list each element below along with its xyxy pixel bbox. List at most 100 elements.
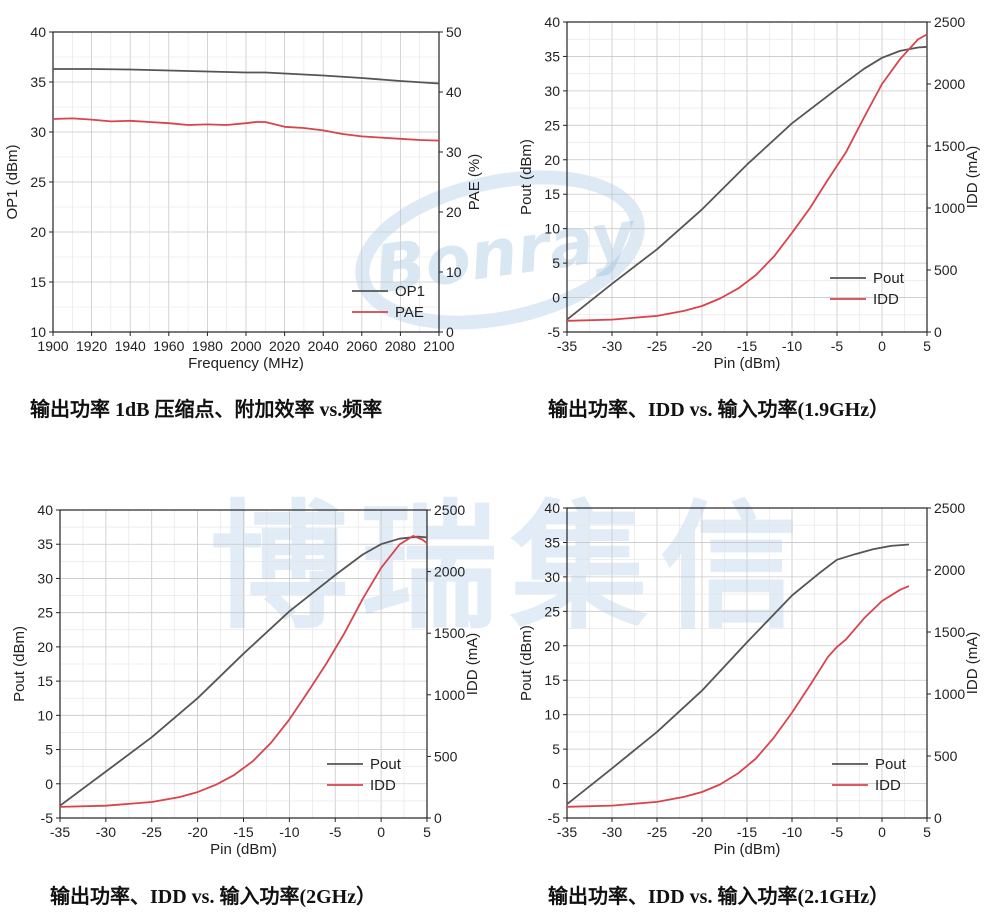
x-tick-label: 0 bbox=[878, 338, 886, 354]
chart-panel-3: -35 -30 -25 -20 -15 -10 -5 0 5-50510152025303540… bbox=[518, 500, 981, 858]
y2-tick-label: 1000 bbox=[934, 686, 965, 702]
chart-caption-1p9ghz: 输出功率、IDD vs. 输入功率(1.9GHz） bbox=[548, 399, 890, 421]
x-tick-label: -25 bbox=[647, 338, 667, 354]
legend-label-idd: IDD bbox=[875, 777, 901, 794]
x-tick-label: -20 bbox=[692, 338, 712, 354]
y-tick-label: 20 bbox=[30, 224, 46, 240]
y-axis-title: OP1 (dBm) bbox=[4, 144, 21, 219]
y2-tick-label: 2000 bbox=[934, 76, 965, 92]
y-tick-label: 30 bbox=[37, 570, 53, 586]
series-line-pae bbox=[52, 117, 440, 142]
y-tick-label: 0 bbox=[552, 290, 560, 306]
legend-label-pae: PAE bbox=[395, 304, 424, 321]
y2-tick-label: 500 bbox=[934, 748, 958, 764]
x-tick-label: -30 bbox=[602, 824, 622, 840]
y-tick-label: 10 bbox=[30, 324, 46, 340]
y-tick-label: 30 bbox=[544, 83, 560, 99]
x-tick-label: -15 bbox=[737, 824, 757, 840]
y2-axis-title: PAE (%) bbox=[466, 154, 483, 210]
legend: OP1 PAE bbox=[352, 283, 425, 321]
y-tick-label: 15 bbox=[544, 186, 560, 202]
y2-tick-label: 0 bbox=[934, 324, 942, 340]
x-tick-label: 1960 bbox=[153, 338, 184, 354]
y-tick-label: 30 bbox=[30, 124, 46, 140]
x-tick-label: 1940 bbox=[115, 338, 146, 354]
x-tick-label: -30 bbox=[602, 338, 622, 354]
x-axis-title: Pin (dBm) bbox=[210, 841, 277, 858]
y2-tick-label: 0 bbox=[934, 810, 942, 826]
series-line-pout bbox=[566, 543, 910, 805]
x-tick-label: -20 bbox=[692, 824, 712, 840]
y2-axis-title: IDD (mA) bbox=[964, 632, 981, 695]
legend-label-pout: Pout bbox=[875, 756, 907, 773]
legend-label-pout: Pout bbox=[873, 270, 905, 287]
y-tick-label: 40 bbox=[30, 24, 46, 40]
y-tick-label: 5 bbox=[552, 255, 560, 271]
y-tick-label: 15 bbox=[37, 673, 53, 689]
y-tick-label: 30 bbox=[544, 569, 560, 585]
x-tick-label: -5 bbox=[329, 824, 342, 840]
y2-tick-label: 500 bbox=[934, 262, 958, 278]
x-tick-label: 1900 bbox=[37, 338, 68, 354]
y2-tick-label: 500 bbox=[434, 748, 458, 764]
x-axis-title: Pin (dBm) bbox=[714, 841, 781, 858]
legend: Pout IDD bbox=[327, 756, 402, 794]
y-tick-label: -5 bbox=[41, 810, 54, 826]
y2-tick-label: 10 bbox=[446, 264, 462, 280]
x-tick-label: -30 bbox=[96, 824, 116, 840]
y2-tick-label: 20 bbox=[446, 204, 462, 220]
y-tick-label: 5 bbox=[45, 742, 53, 758]
x-tick-label: -15 bbox=[233, 824, 253, 840]
chart-caption-2p1ghz: 输出功率、IDD vs. 输入功率(2.1GHz） bbox=[548, 886, 890, 908]
x-tick-label: 2040 bbox=[308, 338, 339, 354]
chart-caption-2ghz: 输出功率、IDD vs. 输入功率(2GHz） bbox=[50, 886, 377, 908]
y2-tick-label: 2000 bbox=[934, 562, 965, 578]
chart-panel-1: -35 -30 -25 -20 -15 -10 -5 0 5-50510152025303540… bbox=[518, 14, 981, 372]
x-tick-label: -5 bbox=[831, 824, 844, 840]
x-tick-label: 5 bbox=[923, 338, 931, 354]
y-tick-label: 5 bbox=[552, 741, 560, 757]
gridlines bbox=[52, 31, 440, 333]
x-tick-label: -10 bbox=[782, 824, 802, 840]
y2-tick-label: 1000 bbox=[934, 200, 965, 216]
x-axis-title: Frequency (MHz) bbox=[188, 355, 304, 372]
x-tick-label: 0 bbox=[878, 824, 886, 840]
y2-axis-title: IDD (mA) bbox=[464, 633, 481, 696]
y-axis-title: Pout (dBm) bbox=[518, 139, 535, 215]
y-axis-title: Pout (dBm) bbox=[518, 625, 535, 701]
y2-tick-label: 1000 bbox=[434, 687, 465, 703]
y2-tick-label: 30 bbox=[446, 144, 462, 160]
chart-panel-0: 1900 1920 1940 1960 1980 2000 2020 2040 2060 2080… bbox=[4, 24, 483, 372]
y-tick-label: 40 bbox=[544, 14, 560, 30]
y2-axis-title: IDD (mA) bbox=[964, 146, 981, 209]
y2-tick-label: 0 bbox=[434, 810, 442, 826]
x-tick-label: -35 bbox=[557, 338, 577, 354]
y-tick-label: 10 bbox=[544, 707, 560, 723]
x-tick-label: -15 bbox=[737, 338, 757, 354]
series-line-pout bbox=[59, 535, 428, 807]
legend-label-idd: IDD bbox=[370, 777, 396, 794]
y-tick-label: 25 bbox=[37, 605, 53, 621]
x-tick-label: 2060 bbox=[346, 338, 377, 354]
y-tick-label: 25 bbox=[544, 603, 560, 619]
y2-tick-label: 2500 bbox=[934, 500, 965, 516]
y-tick-label: 0 bbox=[552, 776, 560, 792]
x-tick-label: -35 bbox=[50, 824, 70, 840]
legend-label-idd: IDD bbox=[873, 291, 899, 308]
legend-label-pout: Pout bbox=[370, 756, 402, 773]
y-tick-label: -5 bbox=[548, 324, 561, 340]
y-tick-label: 25 bbox=[30, 174, 46, 190]
x-tick-label: 0 bbox=[377, 824, 385, 840]
y-tick-label: 10 bbox=[37, 707, 53, 723]
series-line-idd bbox=[59, 535, 428, 808]
y2-tick-label: 2000 bbox=[434, 564, 465, 580]
y-tick-label: 40 bbox=[544, 500, 560, 516]
x-tick-label: -25 bbox=[647, 824, 667, 840]
x-tick-label: -5 bbox=[831, 338, 844, 354]
x-tick-label: 1980 bbox=[192, 338, 223, 354]
x-tick-label: 2100 bbox=[423, 338, 454, 354]
legend: Pout IDD bbox=[832, 756, 907, 794]
y2-tick-label: 1500 bbox=[934, 624, 965, 640]
y-tick-label: 35 bbox=[37, 536, 53, 552]
